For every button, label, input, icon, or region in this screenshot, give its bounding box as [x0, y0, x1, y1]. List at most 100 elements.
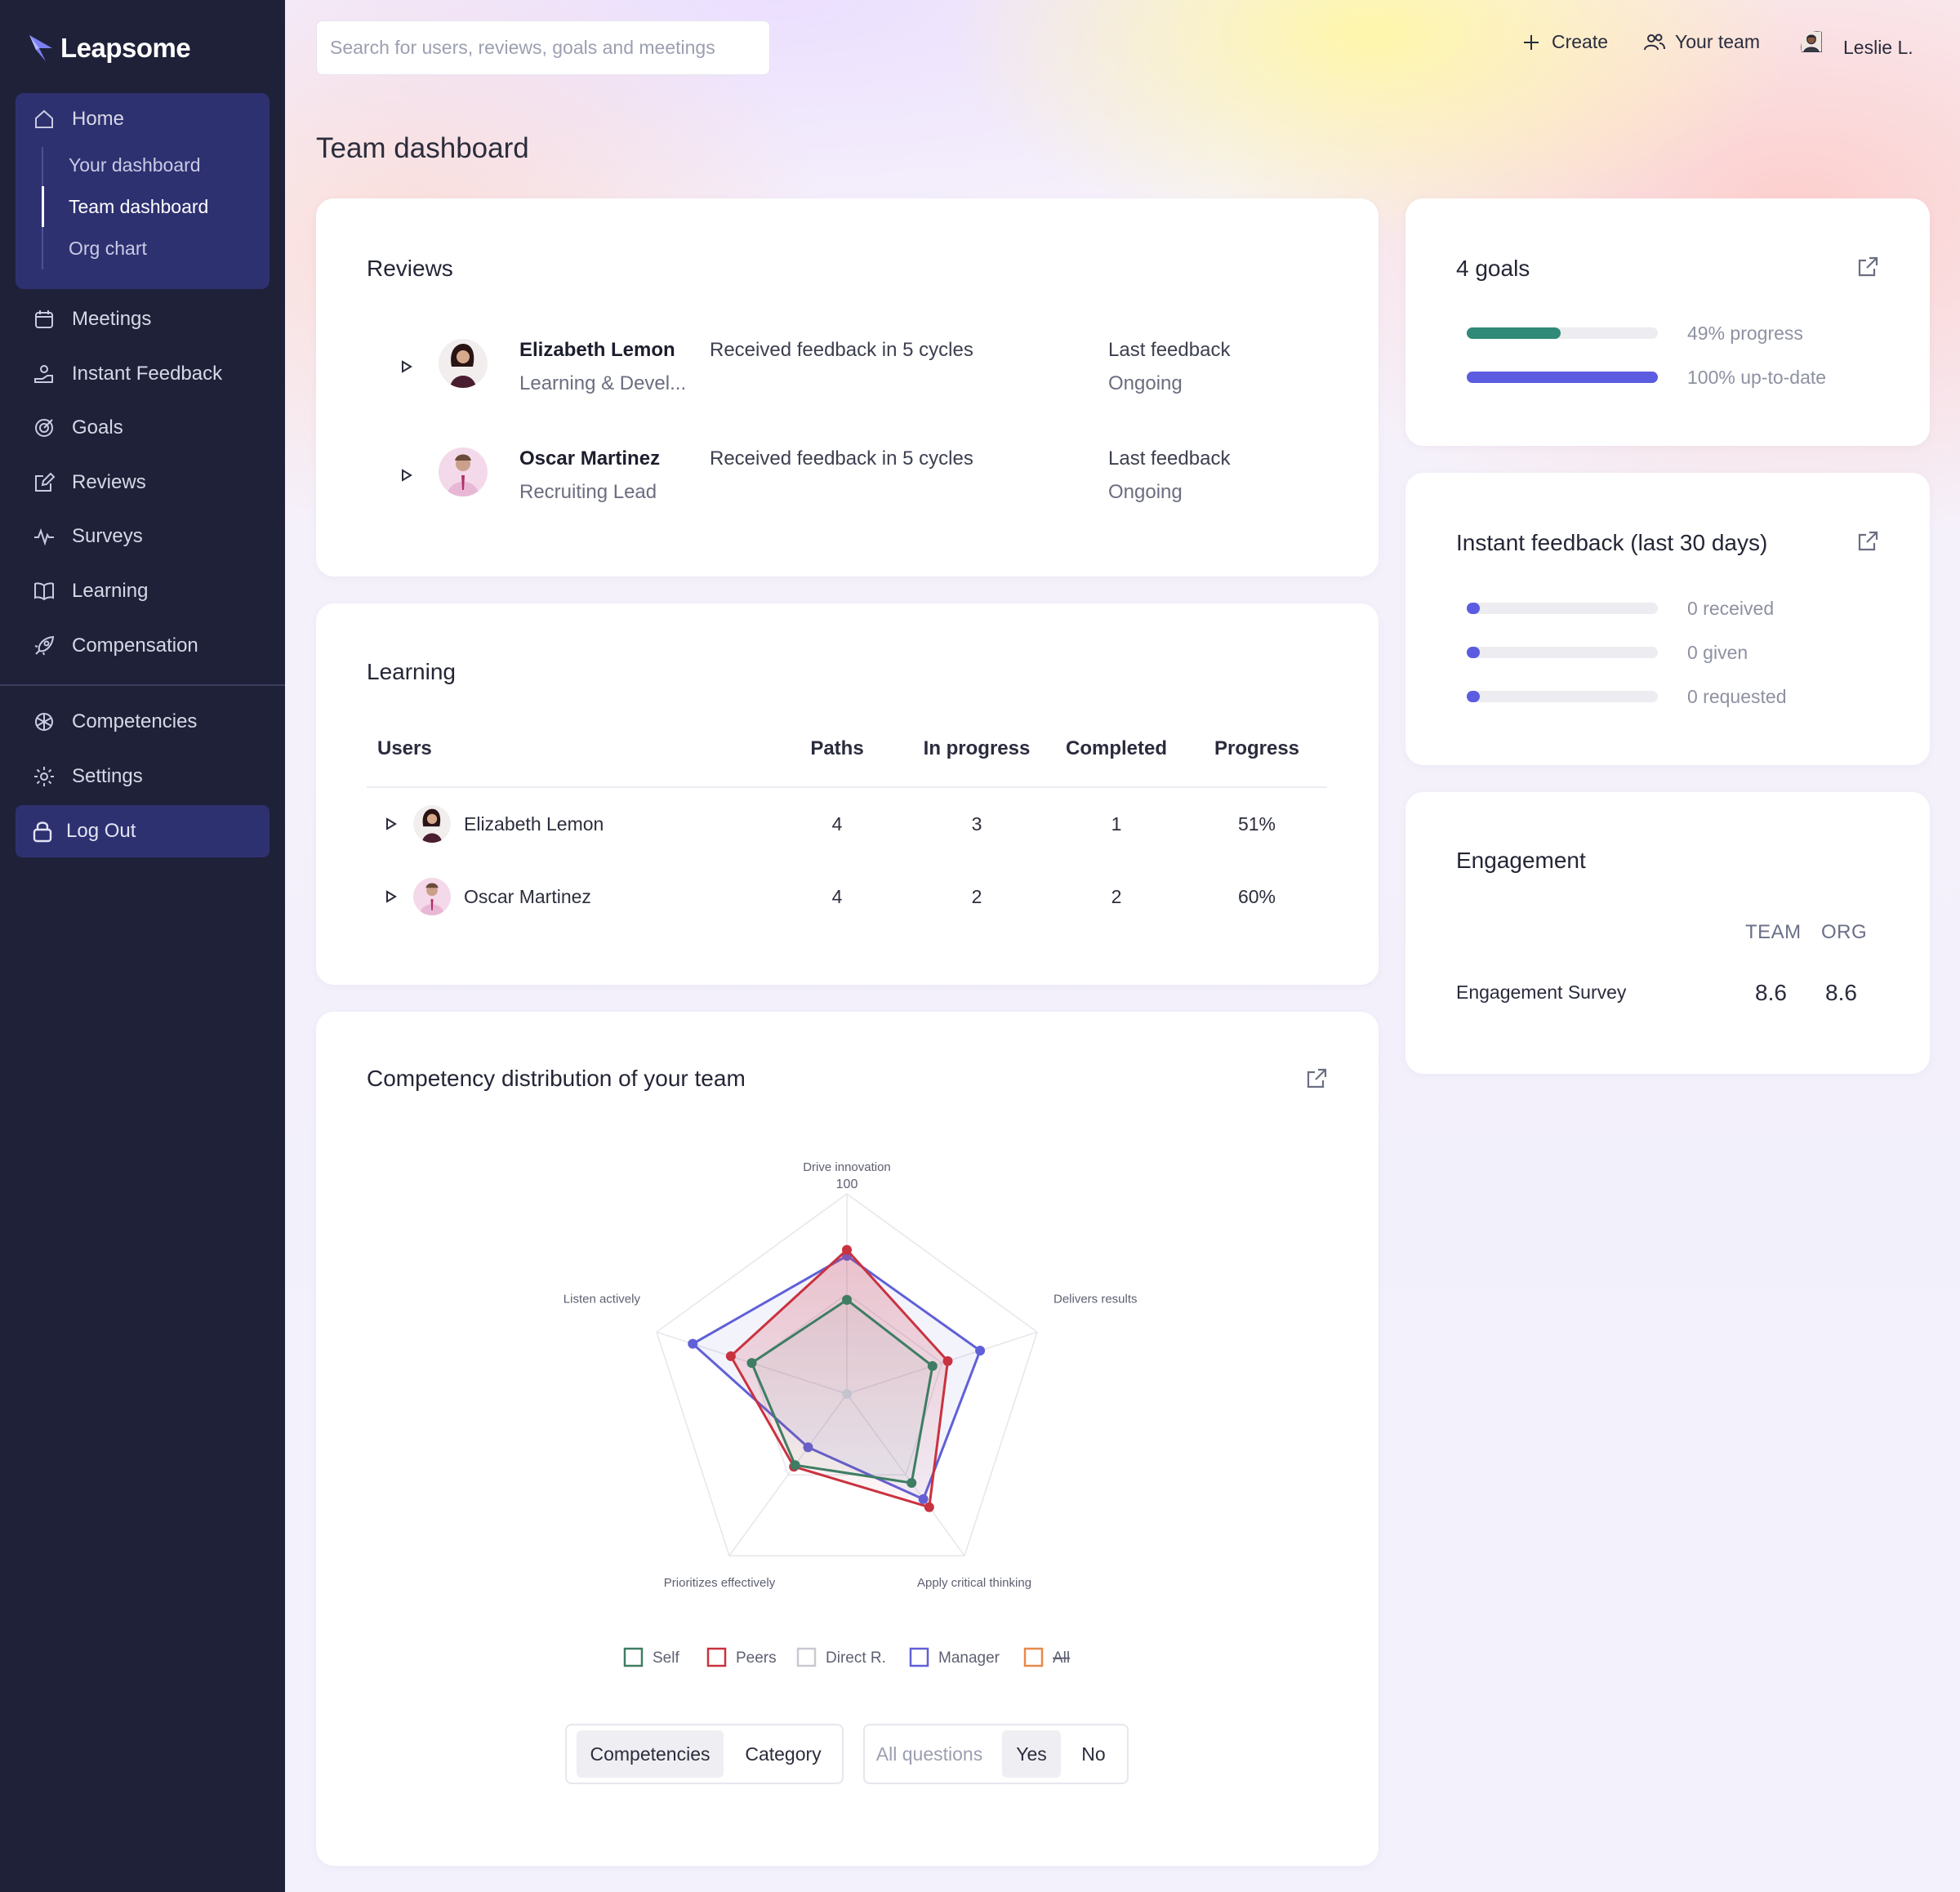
sidebar-item-label: Learning	[72, 580, 149, 602]
search-input[interactable]	[316, 20, 770, 75]
expand-caret-icon[interactable]	[385, 890, 397, 903]
book-icon	[34, 582, 54, 601]
radar-axis-label: Delivers results	[1054, 1292, 1138, 1306]
sidebar-item-meetings[interactable]: Meetings	[33, 303, 151, 336]
leapsome-logo-icon	[29, 35, 52, 61]
sidebar-item-label: Compensation	[72, 634, 198, 657]
radar-point-self	[746, 1358, 757, 1369]
goals-title: 4 goals	[1456, 256, 1530, 281]
legend-label: Manager	[938, 1649, 1000, 1667]
plus-icon	[1524, 34, 1539, 50]
sidebar-item-reviews[interactable]: Reviews	[33, 466, 146, 499]
last-feedback-label: Last feedback	[1108, 447, 1231, 470]
review-status: Received feedback in 5 cycles	[710, 447, 973, 470]
sidebar-item-competencies[interactable]: Competencies	[33, 706, 197, 738]
toggle-category[interactable]: Category	[745, 1743, 822, 1765]
radar-point-manager	[688, 1338, 698, 1349]
column-header-in-progress[interactable]: In progress	[923, 737, 1031, 759]
pulse-icon	[34, 528, 54, 546]
sidebar-item-instant-feedback[interactable]: Instant Feedback	[33, 358, 222, 390]
external-link-icon[interactable]	[1856, 256, 1879, 278]
feedback-requested-bar	[1467, 691, 1658, 702]
learning-completed: 1	[1111, 813, 1122, 835]
logout-button[interactable]: Log Out	[16, 805, 270, 857]
learning-progress: 60%	[1237, 886, 1276, 907]
goals-card: 4 goals 49% progress 100% up-to-date	[1405, 198, 1930, 446]
external-link-icon[interactable]	[1305, 1067, 1328, 1090]
learning-user-name: Elizabeth Lemon	[464, 813, 604, 835]
radar-point-self	[790, 1460, 800, 1471]
radar-axis-label: Drive innovation	[803, 1160, 891, 1174]
goals-progress-bar	[1467, 327, 1658, 339]
sidebar-item-learning[interactable]: Learning	[33, 575, 148, 608]
sidebar-item-goals[interactable]: Goals	[33, 412, 123, 444]
sidebar-subitem-org-chart[interactable]: Org chart	[69, 238, 147, 259]
reviews-card: Reviews Elizabeth Lemon Learning & Devel…	[316, 198, 1379, 577]
feedback-given-fill	[1467, 647, 1481, 658]
review-row[interactable]: Elizabeth Lemon Learning & Devel... Rece…	[316, 331, 1379, 412]
legend-label: Self	[653, 1649, 679, 1667]
sidebar-item-compensation[interactable]: Compensation	[33, 630, 198, 662]
sidebar-item-home[interactable]: Home	[33, 103, 124, 136]
sidebar-item-label: Goals	[72, 416, 123, 438]
expand-caret-icon[interactable]	[385, 817, 397, 830]
sidebar: Leapsome Home Your dashboard Team dashbo…	[0, 0, 285, 1892]
questions-toggle: All questions Yes No	[863, 1724, 1129, 1784]
review-status: Received feedback in 5 cycles	[710, 339, 973, 361]
competencies-icon	[35, 713, 53, 731]
user-menu[interactable]: Leslie L.	[1801, 31, 1913, 64]
avatar	[413, 805, 451, 843]
sidebar-subitem-your-dashboard[interactable]: Your dashboard	[69, 154, 201, 176]
target-icon	[35, 419, 53, 437]
team-icon	[1644, 33, 1665, 50]
user-name: Leslie L.	[1843, 36, 1913, 58]
gear-icon	[34, 767, 54, 786]
goals-progress-fill	[1467, 327, 1561, 339]
app-logo[interactable]: Leapsome	[28, 33, 191, 64]
toggle-no[interactable]: No	[1081, 1743, 1106, 1765]
your-team-button[interactable]: Your team	[1644, 31, 1760, 53]
column-header-users[interactable]: Users	[377, 737, 432, 759]
radar-series-self	[750, 1298, 934, 1485]
sidebar-item-label: Competencies	[72, 710, 198, 732]
engagement-title: Engagement	[1456, 848, 1586, 873]
radar-point-peers	[842, 1244, 852, 1255]
avatar	[439, 339, 488, 388]
logout-label: Log Out	[66, 820, 136, 842]
learning-card: Learning	[316, 603, 1379, 985]
learning-completed: 2	[1111, 886, 1122, 907]
reviewee-name: Oscar Martinez	[519, 447, 661, 470]
radar-point-peers	[725, 1351, 736, 1361]
view-toggle: Competencies Category	[565, 1724, 844, 1784]
sidebar-item-label: Surveys	[72, 525, 143, 547]
column-header-completed[interactable]: Completed	[1065, 737, 1168, 759]
engagement-survey-label[interactable]: Engagement Survey	[1456, 982, 1627, 1003]
sidebar-subitem-team-dashboard[interactable]: Team dashboard	[69, 196, 209, 217]
sidebar-item-surveys[interactable]: Surveys	[33, 520, 143, 553]
toggle-yes[interactable]: Yes	[1002, 1730, 1061, 1778]
create-button[interactable]: Create	[1521, 31, 1608, 53]
goals-progress-label: 49% progress	[1687, 323, 1803, 344]
external-link-icon[interactable]	[1856, 530, 1879, 553]
column-header-paths[interactable]: Paths	[810, 737, 864, 759]
expand-caret-icon[interactable]	[401, 360, 412, 373]
toggle-competencies[interactable]: Competencies	[577, 1730, 724, 1778]
avatar	[413, 878, 451, 915]
learning-paths: 4	[831, 886, 843, 907]
column-header-progress[interactable]: Progress	[1214, 737, 1300, 759]
sidebar-item-label: Reviews	[72, 471, 146, 493]
engagement-org-header: ORG	[1821, 921, 1868, 943]
radar-grid-ring	[656, 1193, 1038, 1556]
toggle-all-questions[interactable]: All questions	[875, 1743, 983, 1765]
instant-feedback-card: Instant feedback (last 30 days) 0 receiv…	[1405, 473, 1930, 765]
avatar	[439, 447, 488, 496]
expand-caret-icon[interactable]	[401, 469, 412, 482]
calendar-icon	[35, 310, 53, 328]
radar-axis-label: Prioritizes effectively	[664, 1576, 776, 1590]
feedback-given-bar	[1467, 647, 1658, 658]
review-row[interactable]: Oscar Martinez Recruiting Lead Received …	[316, 439, 1379, 521]
table-divider	[367, 786, 1327, 788]
sidebar-item-settings[interactable]: Settings	[33, 760, 143, 793]
subnav-active-indicator	[42, 186, 44, 227]
feedback-requested-label: 0 requested	[1687, 686, 1787, 707]
